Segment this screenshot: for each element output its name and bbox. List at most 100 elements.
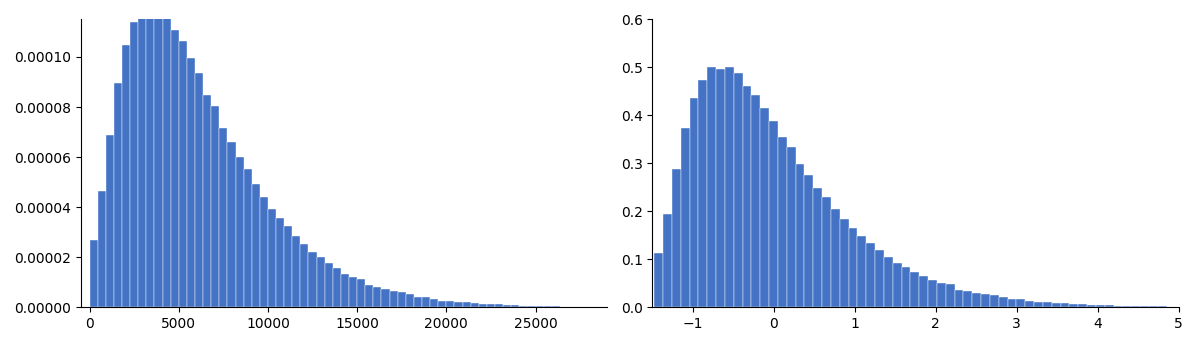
Bar	[138, 6, 146, 307]
Bar	[90, 240, 98, 307]
Bar	[373, 286, 382, 307]
Bar	[1096, 305, 1105, 307]
Bar	[1113, 306, 1123, 307]
Bar	[455, 302, 462, 307]
Bar	[414, 297, 423, 307]
Bar	[1043, 303, 1052, 307]
Bar	[178, 41, 187, 307]
Bar	[219, 128, 227, 307]
Bar	[1061, 303, 1069, 307]
Bar	[689, 98, 699, 307]
Bar	[1008, 299, 1016, 307]
Bar	[831, 209, 840, 307]
Bar	[681, 128, 689, 307]
Bar	[382, 289, 389, 307]
Bar	[251, 184, 260, 307]
Bar	[998, 297, 1008, 307]
Bar	[211, 106, 219, 307]
Bar	[883, 257, 893, 307]
Bar	[324, 263, 333, 307]
Bar	[365, 285, 373, 307]
Bar	[511, 305, 519, 307]
Bar	[98, 191, 105, 307]
Bar	[1157, 306, 1167, 307]
Bar	[171, 30, 178, 307]
Bar	[333, 268, 341, 307]
Bar	[699, 80, 707, 307]
Bar	[397, 292, 406, 307]
Bar	[341, 274, 350, 307]
Bar	[655, 254, 663, 307]
Bar	[964, 291, 972, 307]
Bar	[114, 83, 122, 307]
Bar	[1069, 304, 1078, 307]
Bar	[1016, 299, 1026, 307]
Bar	[840, 219, 849, 307]
Bar	[227, 142, 236, 307]
Bar	[105, 135, 114, 307]
Bar	[470, 303, 479, 307]
Bar	[503, 305, 511, 307]
Bar	[284, 226, 292, 307]
Bar	[487, 304, 496, 307]
Bar	[1078, 304, 1087, 307]
Bar	[1105, 305, 1113, 307]
Bar	[725, 67, 734, 307]
Bar	[911, 272, 919, 307]
Bar	[786, 147, 796, 307]
Bar	[519, 306, 528, 307]
Bar	[901, 267, 911, 307]
Bar	[1140, 306, 1149, 307]
Bar	[462, 302, 470, 307]
Bar	[357, 278, 365, 307]
Bar	[122, 45, 130, 307]
Bar	[1052, 303, 1061, 307]
Bar	[260, 197, 268, 307]
Bar	[707, 67, 716, 307]
Bar	[1034, 302, 1043, 307]
Bar	[804, 176, 813, 307]
Bar	[236, 157, 244, 307]
Bar	[146, 9, 154, 307]
Bar	[796, 164, 804, 307]
Bar	[406, 294, 414, 307]
Bar	[479, 304, 487, 307]
Bar	[937, 283, 946, 307]
Bar	[317, 257, 324, 307]
Bar	[982, 294, 990, 307]
Bar	[919, 276, 928, 307]
Bar	[752, 95, 760, 307]
Bar	[734, 73, 742, 307]
Bar	[292, 236, 300, 307]
Bar	[268, 209, 277, 307]
Bar	[849, 228, 857, 307]
Bar	[438, 300, 446, 307]
Bar	[946, 284, 955, 307]
Bar	[1087, 305, 1096, 307]
Bar	[663, 214, 672, 307]
Bar	[1149, 306, 1157, 307]
Bar	[350, 277, 357, 307]
Bar	[187, 58, 195, 307]
Bar	[528, 306, 535, 307]
Bar	[130, 22, 138, 307]
Bar	[195, 73, 203, 307]
Bar	[928, 280, 937, 307]
Bar	[760, 108, 770, 307]
Bar	[867, 243, 875, 307]
Bar	[1123, 306, 1131, 307]
Bar	[875, 250, 883, 307]
Bar	[972, 293, 982, 307]
Bar	[857, 236, 867, 307]
Bar	[543, 306, 552, 307]
Bar	[955, 290, 964, 307]
Bar	[822, 197, 831, 307]
Bar	[778, 137, 786, 307]
Bar	[244, 169, 251, 307]
Bar	[770, 120, 778, 307]
Bar	[552, 306, 560, 307]
Bar	[163, 14, 171, 307]
Bar	[446, 301, 455, 307]
Bar	[203, 95, 211, 307]
Bar	[277, 218, 284, 307]
